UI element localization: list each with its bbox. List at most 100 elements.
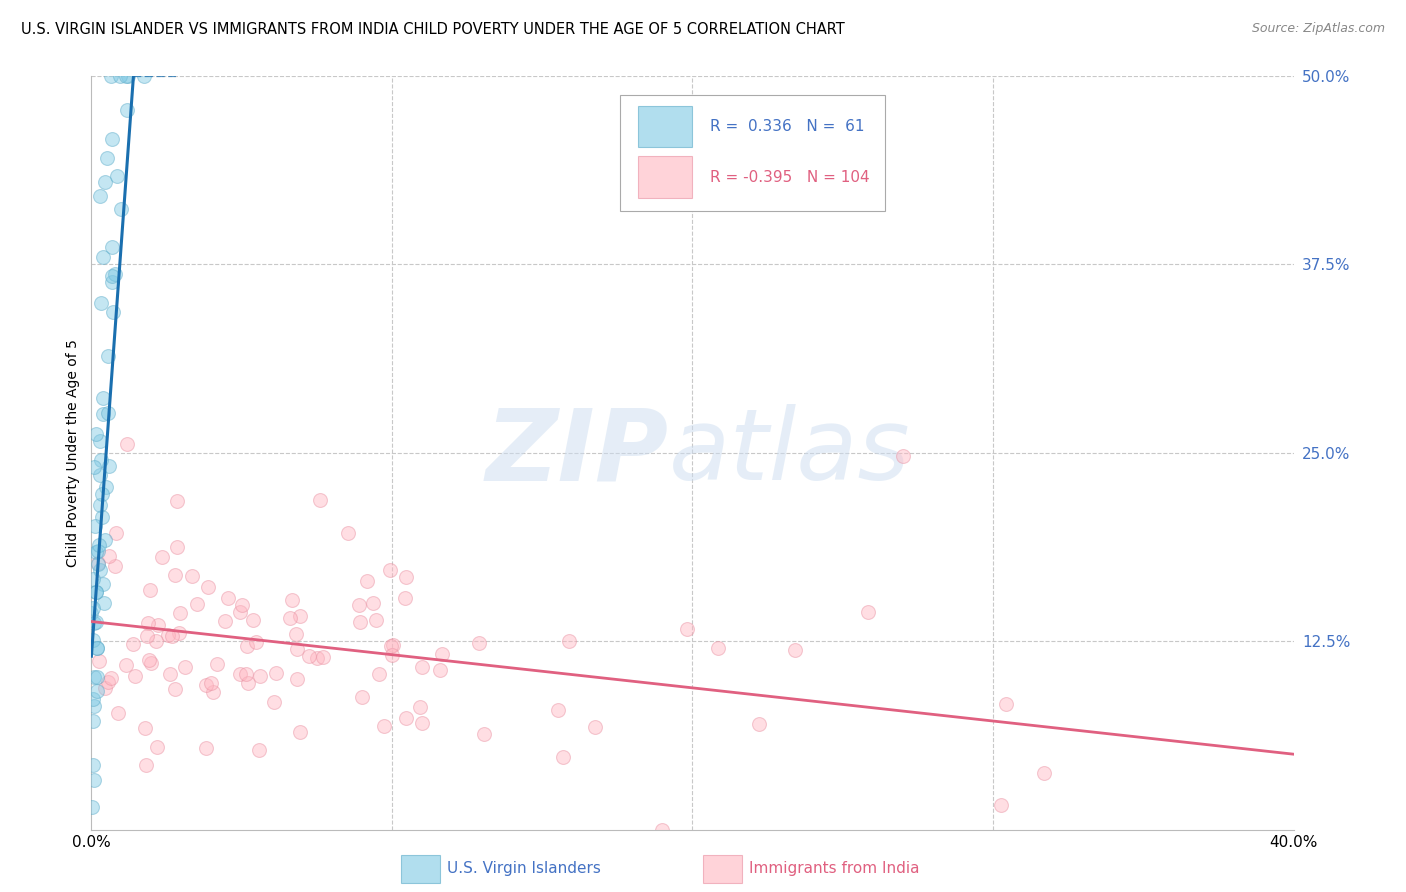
Point: [104, 558, 127, 573]
Point: [84, 584, 107, 599]
Point: [173, 660, 195, 674]
Point: [181, 569, 204, 583]
Point: [195, 678, 218, 692]
Point: [305, 650, 328, 665]
Point: [242, 613, 264, 627]
Point: [288, 608, 311, 623]
Point: [94, 533, 117, 547]
Point: [84, 615, 107, 629]
Point: [394, 711, 416, 725]
Point: [80, 799, 103, 814]
Point: [411, 716, 433, 731]
FancyBboxPatch shape: [620, 95, 884, 211]
Point: [411, 660, 433, 674]
Point: [91, 391, 114, 405]
Point: [94, 176, 117, 190]
Point: [97, 349, 120, 363]
Point: [136, 615, 159, 630]
Point: [298, 648, 321, 663]
Point: [891, 449, 914, 463]
Point: [82, 757, 104, 772]
Point: [136, 629, 159, 643]
Point: [378, 563, 401, 577]
Point: [97, 458, 120, 473]
Point: [82, 714, 104, 728]
Point: [651, 822, 673, 837]
FancyBboxPatch shape: [638, 156, 692, 198]
Point: [381, 648, 404, 662]
Point: [89, 189, 111, 203]
Point: [352, 690, 374, 705]
Point: [285, 672, 308, 686]
Point: [96, 151, 118, 165]
Point: [100, 69, 122, 83]
Point: [157, 628, 180, 642]
Text: R =  0.336   N =  61: R = 0.336 N = 61: [710, 119, 865, 134]
Point: [347, 598, 370, 612]
Point: [159, 667, 181, 681]
Point: [134, 69, 156, 83]
Point: [91, 487, 114, 501]
Point: [312, 649, 335, 664]
Text: U.S. VIRGIN ISLANDER VS IMMIGRANTS FROM INDIA CHILD POVERTY UNDER THE AGE OF 5 C: U.S. VIRGIN ISLANDER VS IMMIGRANTS FROM …: [21, 22, 845, 37]
Point: [217, 591, 239, 606]
Point: [89, 434, 111, 448]
Point: [97, 406, 120, 420]
Point: [361, 596, 384, 610]
Point: [84, 427, 107, 442]
Point: [167, 625, 190, 640]
Text: atlas: atlas: [668, 404, 910, 501]
Point: [82, 691, 104, 706]
Point: [856, 605, 879, 619]
Point: [231, 598, 253, 612]
Point: [195, 740, 218, 755]
Point: [380, 639, 402, 653]
Point: [83, 670, 105, 684]
Point: [101, 305, 124, 319]
Point: [290, 725, 312, 739]
Point: [356, 574, 378, 589]
Point: [432, 647, 454, 661]
Point: [108, 69, 131, 83]
Point: [101, 275, 124, 289]
Point: [994, 697, 1017, 711]
Point: [110, 202, 132, 217]
Point: [247, 743, 270, 757]
Point: [86, 670, 108, 684]
Point: [83, 519, 105, 533]
Point: [551, 750, 574, 764]
Text: U.S. Virgin Islanders: U.S. Virgin Islanders: [447, 862, 600, 876]
Point: [83, 699, 105, 714]
Point: [135, 758, 157, 772]
Point: [105, 526, 128, 541]
Point: [197, 580, 219, 594]
Point: [100, 671, 122, 685]
Point: [245, 635, 267, 649]
Text: R = -0.395   N = 104: R = -0.395 N = 104: [710, 170, 870, 185]
Point: [990, 797, 1012, 812]
Point: [90, 452, 112, 467]
Point: [101, 240, 124, 254]
Point: [139, 656, 162, 670]
Point: [249, 669, 271, 683]
Text: Source: ZipAtlas.com: Source: ZipAtlas.com: [1251, 22, 1385, 36]
Point: [87, 538, 110, 552]
Point: [166, 494, 188, 508]
Point: [214, 614, 236, 628]
Point: [263, 695, 285, 709]
Point: [558, 634, 581, 648]
Point: [467, 636, 489, 650]
Point: [89, 563, 111, 577]
Point: [235, 666, 257, 681]
Point: [93, 250, 115, 264]
Point: [89, 498, 111, 512]
Point: [200, 676, 222, 690]
Point: [236, 639, 259, 653]
Point: [278, 611, 301, 625]
Point: [349, 615, 371, 630]
Point: [139, 583, 162, 598]
FancyBboxPatch shape: [638, 106, 692, 147]
Point: [169, 606, 191, 620]
Point: [82, 601, 104, 615]
Point: [583, 720, 606, 734]
